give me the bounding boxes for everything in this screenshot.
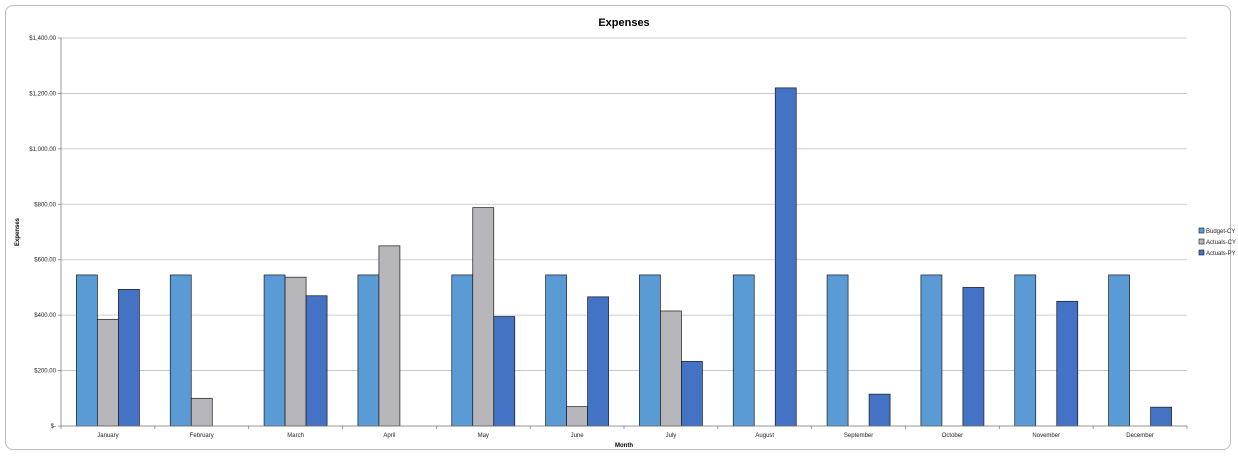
bar-actuals-py — [305, 295, 328, 427]
bar-actuals-cy — [660, 310, 682, 427]
y-tick-label: $1,200.00 — [29, 91, 56, 97]
legend-label: Actuals-CY — [1206, 240, 1236, 246]
x-axis-title: Month — [615, 443, 633, 449]
bar-actuals-cy — [378, 245, 401, 427]
y-tick-label: $200.00 — [34, 369, 56, 375]
legend-label: Actuals-PY — [1206, 251, 1236, 257]
bar-actuals-py — [493, 316, 516, 427]
bar-budget-cy — [826, 274, 849, 427]
y-tick-label: $800.00 — [34, 202, 56, 208]
legend-swatch — [1198, 238, 1205, 245]
bar-budget-cy — [76, 274, 98, 427]
legend-label: Budget-CY — [1206, 229, 1235, 235]
bars — [76, 87, 1172, 427]
x-tick-label: June — [571, 433, 585, 439]
x-tick-label: October — [942, 433, 963, 439]
bar-actuals-py — [774, 87, 797, 427]
bar-budget-cy — [920, 274, 943, 427]
bar-budget-cy — [1014, 274, 1037, 427]
bar-actuals-py — [587, 296, 609, 427]
bar-actuals-cy — [472, 207, 495, 427]
x-tick-label: April — [383, 433, 395, 439]
bar-actuals-py — [118, 289, 140, 427]
x-tick-label: January — [97, 433, 118, 439]
bar-actuals-cy — [97, 318, 119, 427]
bar-budget-cy — [451, 274, 474, 427]
y-tick-label: $1,400.00 — [29, 36, 56, 42]
x-tick-label: July — [666, 433, 677, 439]
bar-actuals-cy — [284, 276, 307, 427]
bar-actuals-py — [681, 361, 703, 427]
bar-budget-cy — [263, 274, 286, 427]
axes: $- $200.00 $400.00 $600.00 $800.00 $1,000.00 $… — [29, 36, 1188, 439]
bar-actuals-cy — [190, 397, 213, 427]
y-tick-label: $400.00 — [34, 313, 56, 319]
legend-swatch — [1198, 227, 1205, 234]
bar-budget-cy — [545, 274, 567, 427]
x-tick-label: February — [190, 433, 214, 439]
y-tick-label: $1,000.00 — [29, 147, 56, 153]
x-tick-label: November — [1032, 433, 1060, 439]
x-tick-label: December — [1126, 433, 1154, 439]
x-tick-label: March — [287, 433, 304, 439]
x-tick-label: May — [478, 433, 489, 439]
bar-actuals-py — [868, 393, 891, 427]
chart-title: Expenses — [598, 17, 649, 29]
y-axis-title: Expenses — [15, 217, 21, 246]
legend: Budget-CY Actuals-CY Actuals-PY — [1198, 227, 1236, 257]
x-tick-label: September — [844, 433, 873, 439]
x-tick-label: August — [755, 433, 774, 439]
bar-actuals-py — [1150, 406, 1172, 427]
bar-budget-cy — [357, 274, 380, 427]
bar-actuals-py — [962, 287, 985, 427]
y-tick-label: $- — [51, 424, 56, 430]
legend-swatch — [1198, 249, 1205, 256]
bar-budget-cy — [169, 274, 192, 427]
bar-actuals-py — [1056, 300, 1079, 427]
bar-budget-cy — [1108, 274, 1130, 427]
bar-budget-cy — [639, 274, 661, 427]
bar-budget-cy — [732, 274, 755, 427]
bar-actuals-cy — [566, 406, 588, 427]
y-tick-label: $600.00 — [34, 258, 56, 264]
